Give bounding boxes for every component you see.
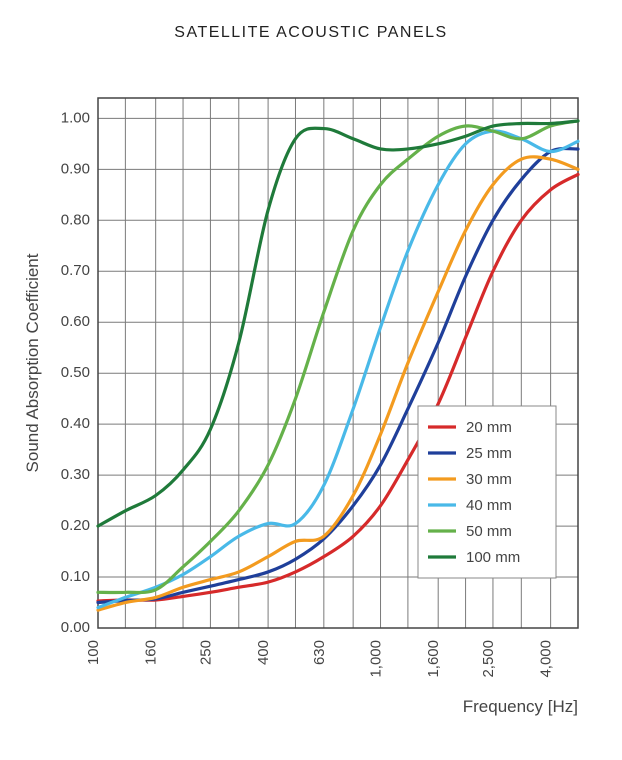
- svg-text:1,000: 1,000: [368, 640, 385, 678]
- svg-text:0.30: 0.30: [61, 466, 90, 483]
- svg-text:0.00: 0.00: [61, 619, 90, 636]
- svg-text:0.70: 0.70: [61, 262, 90, 279]
- legend-label: 30 mm: [466, 471, 512, 488]
- svg-text:0.50: 0.50: [61, 364, 90, 381]
- svg-text:2,500: 2,500: [480, 640, 497, 678]
- legend: 20 mm 25 mm 30 mm 40 mm 50 mm 100 mm: [418, 406, 556, 578]
- legend-label: 100 mm: [466, 549, 520, 566]
- x-axis-label: Frequency [Hz]: [463, 697, 578, 716]
- legend-label: 25 mm: [466, 445, 512, 462]
- svg-text:250: 250: [197, 640, 214, 665]
- svg-text:0.40: 0.40: [61, 415, 90, 432]
- svg-text:1,600: 1,600: [425, 640, 442, 678]
- svg-text:0.90: 0.90: [61, 160, 90, 177]
- legend-label: 50 mm: [466, 523, 512, 540]
- svg-text:4,000: 4,000: [538, 640, 555, 678]
- legend-label: 20 mm: [466, 419, 512, 436]
- svg-text:0.80: 0.80: [61, 211, 90, 228]
- svg-text:400: 400: [255, 640, 272, 665]
- svg-text:0.10: 0.10: [61, 568, 90, 585]
- svg-text:0.20: 0.20: [61, 517, 90, 534]
- svg-text:0.60: 0.60: [61, 313, 90, 330]
- svg-text:1.00: 1.00: [61, 109, 90, 126]
- svg-text:100: 100: [85, 640, 102, 665]
- svg-text:160: 160: [143, 640, 160, 665]
- y-ticks: 0.00 0.10 0.20 0.30 0.40 0.50 0.60 0.70 0.80 0.90…: [61, 109, 90, 636]
- y-axis-label: Sound Absorption Coefficient: [23, 253, 42, 472]
- legend-label: 40 mm: [466, 497, 512, 514]
- svg-text:630: 630: [311, 640, 328, 665]
- x-ticks: 100 160 250 400 630 1,000 1,600 2,500 4,000: [85, 640, 555, 678]
- absorption-chart: 0.00 0.10 0.20 0.30 0.40 0.50 0.60 0.70 0.80 0.90…: [0, 0, 622, 760]
- chart-title: SATELLITE ACOUSTIC PANELS: [0, 24, 622, 42]
